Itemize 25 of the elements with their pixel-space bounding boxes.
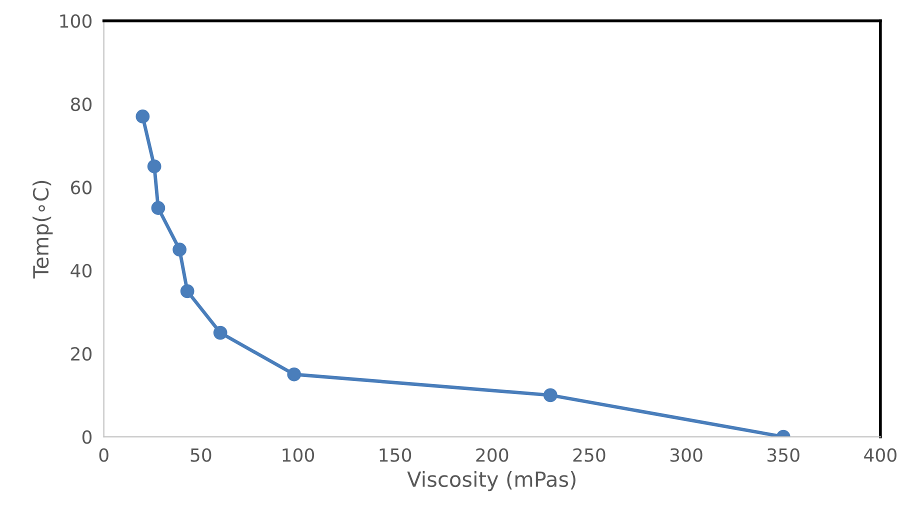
x-tick-label: 50 bbox=[190, 448, 212, 462]
point bbox=[172, 242, 187, 257]
x-tick-label: 150 bbox=[380, 448, 412, 462]
y-tick-label: 40 bbox=[70, 264, 92, 278]
y-tick-label: 100 bbox=[60, 14, 92, 28]
point bbox=[136, 110, 150, 124]
point bbox=[180, 284, 194, 298]
x-tick-label: 100 bbox=[282, 448, 314, 462]
x-tick-label: 300 bbox=[670, 448, 702, 462]
point bbox=[147, 159, 162, 174]
y-tick-label: 80 bbox=[70, 97, 92, 112]
x-tick-label: 200 bbox=[476, 448, 508, 462]
y-tick-label: 0 bbox=[82, 430, 92, 444]
point bbox=[151, 201, 166, 215]
point bbox=[287, 367, 302, 382]
y-tick-label: 60 bbox=[71, 180, 92, 194]
x-axis-title: Viscosity (mPas) bbox=[407, 470, 576, 492]
y-axis-title: Temp(∘C) bbox=[32, 180, 53, 279]
point bbox=[543, 388, 558, 402]
x-tick-label: 350 bbox=[768, 448, 800, 462]
y-tick-label: 20 bbox=[71, 347, 92, 361]
x-tick-label: 400 bbox=[864, 448, 896, 462]
x-tick-label: 250 bbox=[573, 448, 606, 462]
point bbox=[213, 326, 228, 340]
x-tick-label: 0 bbox=[99, 448, 108, 462]
